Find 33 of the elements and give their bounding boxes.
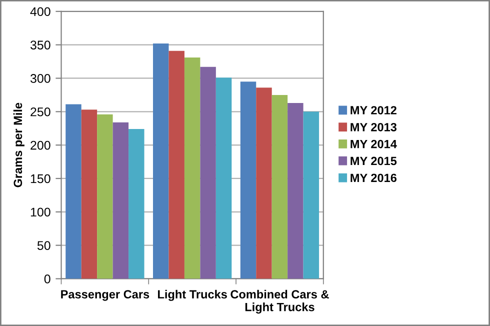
bar bbox=[184, 58, 200, 279]
y-tick-label: 150 bbox=[30, 174, 50, 184]
bar bbox=[168, 50, 184, 279]
y-axis-title: Grams per Mile bbox=[13, 102, 24, 188]
bar bbox=[66, 104, 82, 279]
y-tick-label: 350 bbox=[30, 40, 50, 50]
bar bbox=[216, 78, 232, 279]
y-tick-label: 400 bbox=[30, 7, 50, 16]
bar bbox=[112, 122, 129, 279]
legend-label: MY 2013 bbox=[350, 122, 397, 132]
bar bbox=[81, 110, 98, 279]
y-tick-label: 200 bbox=[30, 140, 50, 150]
x-tick-label: Combined Cars & Light Trucks bbox=[230, 290, 329, 314]
bar bbox=[153, 43, 169, 279]
bar bbox=[97, 114, 113, 279]
bar bbox=[240, 82, 256, 279]
x-tick-label: Light Trucks bbox=[158, 290, 227, 301]
bar bbox=[303, 112, 320, 279]
bar bbox=[256, 88, 272, 279]
y-tick-label: 100 bbox=[30, 208, 50, 217]
bar bbox=[272, 94, 288, 279]
bar bbox=[200, 66, 216, 279]
legend-label: MY 2012 bbox=[350, 106, 396, 114]
bar bbox=[288, 102, 304, 279]
y-tick-label: 50 bbox=[37, 241, 50, 250]
legend-label: MY 2016 bbox=[350, 174, 397, 182]
bar bbox=[128, 129, 144, 279]
y-tick-label: 300 bbox=[30, 74, 50, 83]
y-tick-label: 0 bbox=[44, 274, 50, 284]
y-tick-label: 250 bbox=[30, 107, 50, 116]
legend-label: MY 2015 bbox=[350, 156, 397, 166]
x-tick-label: Passenger Cars bbox=[61, 290, 150, 301]
legend-label: MY 2014 bbox=[350, 140, 397, 148]
